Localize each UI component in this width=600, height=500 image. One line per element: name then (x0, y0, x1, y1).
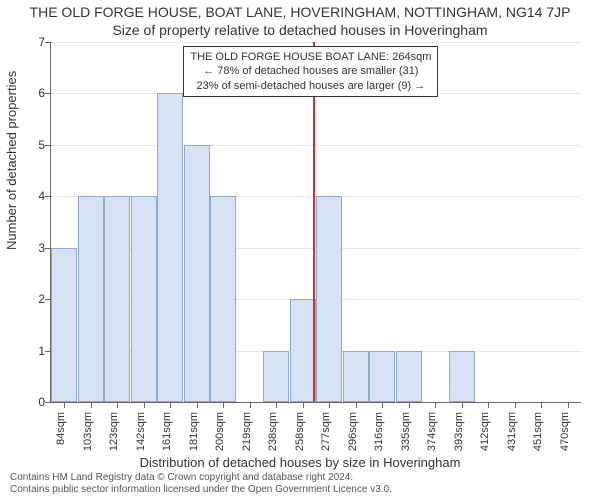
chart-subtitle: Size of property relative to detached ho… (0, 22, 600, 38)
y-tick (45, 351, 51, 352)
y-tick (45, 42, 51, 43)
y-tick-label: 7 (25, 35, 45, 49)
x-axis-label: Distribution of detached houses by size … (0, 455, 600, 470)
y-tick-label: 6 (25, 86, 45, 100)
x-tick (356, 402, 357, 408)
bar (184, 145, 210, 402)
bar (104, 196, 130, 402)
y-tick (45, 145, 51, 146)
y-tick-label: 3 (25, 241, 45, 255)
gridline (51, 145, 581, 146)
x-tick (303, 402, 304, 408)
y-tick-label: 5 (25, 138, 45, 152)
bar (263, 351, 289, 402)
x-tick (488, 402, 489, 408)
x-tick (117, 402, 118, 408)
chart-title: THE OLD FORGE HOUSE, BOAT LANE, HOVERING… (0, 4, 600, 20)
bar (343, 351, 369, 402)
y-tick-label: 4 (25, 189, 45, 203)
x-tick (409, 402, 410, 408)
gridline (51, 42, 581, 43)
bar (369, 351, 395, 402)
y-tick (45, 248, 51, 249)
bar (449, 351, 475, 402)
bar (290, 299, 316, 402)
y-axis-label: Number of detached properties (4, 71, 19, 250)
x-tick (170, 402, 171, 408)
x-tick (541, 402, 542, 408)
y-tick-label: 1 (25, 344, 45, 358)
y-tick-label: 2 (25, 292, 45, 306)
x-tick (435, 402, 436, 408)
x-tick (223, 402, 224, 408)
info-box: THE OLD FORGE HOUSE BOAT LANE: 264sqm← 7… (183, 46, 438, 97)
x-tick (91, 402, 92, 408)
info-line: ← 78% of detached houses are smaller (31… (190, 64, 431, 78)
x-tick (462, 402, 463, 408)
x-tick (276, 402, 277, 408)
bar (210, 196, 236, 402)
bar (78, 196, 104, 402)
bar (131, 196, 157, 402)
x-tick (144, 402, 145, 408)
bar (157, 93, 183, 402)
x-tick (64, 402, 65, 408)
info-line: THE OLD FORGE HOUSE BOAT LANE: 264sqm (190, 50, 431, 64)
x-tick (515, 402, 516, 408)
y-tick (45, 402, 51, 403)
footer-line2: Contains public sector information licen… (10, 484, 590, 496)
x-tick (250, 402, 251, 408)
y-tick (45, 93, 51, 94)
footer-line1: Contains HM Land Registry data © Crown c… (10, 472, 590, 484)
chart-container: THE OLD FORGE HOUSE, BOAT LANE, HOVERING… (0, 0, 600, 500)
y-tick (45, 299, 51, 300)
x-tick (197, 402, 198, 408)
x-tick (568, 402, 569, 408)
footer-text: Contains HM Land Registry data © Crown c… (10, 472, 590, 496)
y-tick-label: 0 (25, 395, 45, 409)
x-tick (382, 402, 383, 408)
x-tick (329, 402, 330, 408)
info-line: 23% of semi-detached houses are larger (… (190, 79, 431, 93)
bar (51, 248, 77, 402)
plot-area: 0123456784sqm103sqm123sqm142sqm161sqm181… (50, 42, 581, 403)
y-tick (45, 196, 51, 197)
bar (316, 196, 342, 402)
bar (396, 351, 422, 402)
